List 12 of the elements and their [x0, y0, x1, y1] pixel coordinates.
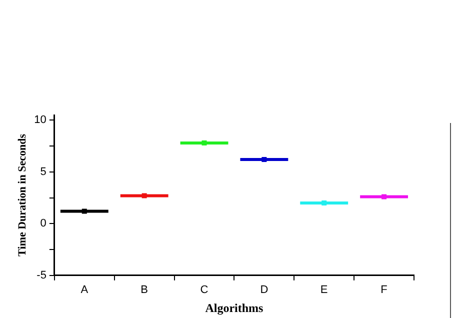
x-tick-label: E [320, 284, 328, 296]
x-tick-label: B [140, 284, 148, 296]
y-tick-label: 0 [40, 218, 46, 230]
y-tick-label: 5 [40, 166, 46, 178]
x-axis-title: Algorithms [205, 300, 264, 315]
y-tick-label: 10 [34, 114, 46, 126]
y-tick-label: -5 [36, 269, 46, 282]
x-tick-label: F [380, 284, 388, 296]
x-tick-label: C [200, 284, 208, 296]
y-axis-title: Time Duration in Seconds [16, 133, 28, 256]
x-tick-label: D [260, 284, 268, 296]
x-tick-label: A [80, 284, 89, 296]
